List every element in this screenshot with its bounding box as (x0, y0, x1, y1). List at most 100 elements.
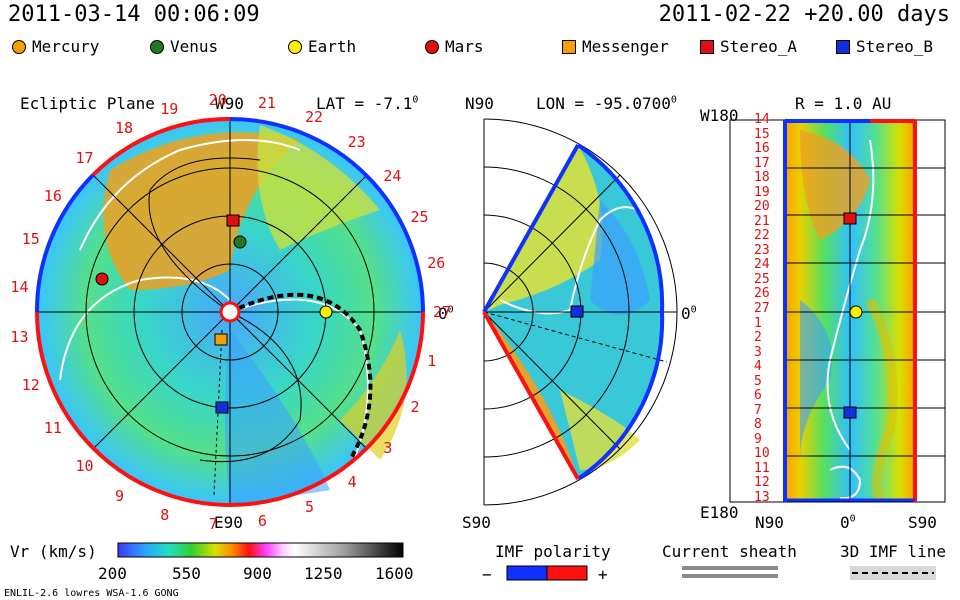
radial-y-label: 9 (754, 431, 762, 447)
colorbar-tick: 1250 (304, 564, 343, 583)
legend-label: Venus (170, 37, 219, 56)
carrington-label: 2 (410, 398, 420, 417)
carrington-label: 11 (43, 419, 62, 438)
radial-y-label: 6 (754, 388, 762, 404)
messenger-marker-icon (562, 39, 576, 54)
legend-label: Stereo_B (856, 37, 934, 56)
radial-y-label: 22 (754, 228, 770, 244)
mars-marker (95, 272, 109, 286)
legend-label: Messenger (582, 37, 669, 56)
ecliptic-top-label: W90 (215, 94, 244, 113)
radial-y-label: 4 (754, 359, 762, 375)
radial-y-label: 13 (754, 490, 770, 505)
meridional-right-label: 00 (681, 304, 697, 323)
carrington-label: 8 (160, 506, 170, 525)
venus-marker-icon (150, 39, 164, 54)
colorbar-tick: 200 (98, 564, 127, 583)
radial-y-label: 17 (754, 155, 770, 171)
ecliptic-panel (34, 116, 425, 507)
carrington-label: 3 (383, 439, 393, 458)
lon-label: LON = -95.07000 (536, 94, 677, 113)
meridional-bottom-label: S90 (462, 513, 491, 532)
radial-y-label: 11 (754, 460, 770, 476)
imf-line-label: 3D IMF line (840, 542, 946, 561)
mars-marker-icon (425, 39, 439, 54)
radial-x-label-s90: S90 (908, 513, 937, 532)
carrington-label: 21 (257, 94, 276, 113)
mercury-marker-icon (12, 39, 26, 54)
legend-mars: Mars (425, 37, 484, 56)
radial-title: R = 1.0 AU (795, 94, 892, 113)
meridional-top-label: N90 (465, 94, 494, 113)
stereo-b-marker (215, 401, 229, 414)
legend-messenger: Messenger (562, 37, 669, 56)
radial-y-label: 5 (754, 373, 762, 389)
model-footer: ENLIL-2.6 lowres WSA-1.6 GONG (4, 588, 179, 599)
timestamp: 2011-03-14 00:06:09 (8, 2, 260, 27)
radial-y-label: 25 (754, 271, 770, 287)
radial-y-label: 14 (754, 112, 770, 127)
legend-label: Mercury (32, 37, 100, 56)
radial-y-label: 19 (754, 184, 770, 200)
ecliptic-right-label: 00 (438, 304, 454, 323)
legend-venus: Venus (150, 37, 218, 56)
earth-marker-icon (288, 39, 302, 54)
carrington-label: 23 (347, 132, 366, 151)
radial-y-label: 1 (754, 315, 762, 331)
messenger-marker (214, 333, 228, 346)
stereo-a-marker (226, 214, 240, 227)
radial-y-label: 23 (754, 242, 770, 258)
carrington-label: 17 (75, 148, 94, 167)
carrington-label: 19 (160, 99, 179, 118)
colorbar-tick: 550 (172, 564, 201, 583)
imf-polarity-minus: − (482, 565, 492, 584)
ecliptic-title: Ecliptic Plane (20, 94, 155, 113)
radial-y-label: 12 (754, 475, 770, 491)
radial-bottom-label: E180 (700, 503, 739, 522)
current-sheath-line2 (682, 574, 778, 578)
radial-y-label: 21 (754, 213, 770, 229)
radial-x-label-0: 00 (840, 513, 856, 532)
carrington-label: 20 (208, 91, 227, 110)
carrington-label: 22 (304, 108, 324, 127)
carrington-label: 16 (43, 186, 62, 205)
radial-y-label: 2 (754, 330, 762, 346)
carrington-label: 9 (115, 486, 125, 505)
radial-y-label: 26 (754, 286, 770, 302)
radial-y-label: 8 (754, 417, 762, 433)
run-info: 2011-02-22 +20.00 days (658, 2, 950, 27)
carrington-label: 10 (75, 457, 94, 476)
meridional-panel (482, 118, 678, 506)
carrington-label: 15 (21, 230, 40, 249)
carrington-label: 7 (208, 514, 218, 533)
colorbar-tick: 1600 (375, 564, 414, 583)
radial-y-label: 3 (754, 344, 762, 360)
ecliptic-bottom-label: E90 (214, 513, 243, 532)
imf-polarity-label: IMF polarity (495, 542, 611, 561)
radial-y-label: 24 (754, 257, 770, 273)
carrington-label: 1 (427, 351, 437, 370)
carrington-label: 6 (257, 511, 267, 530)
current-sheath-label: Current sheath (662, 542, 797, 561)
colorbar-label: Vr (km/s) (10, 542, 97, 561)
legend-earth: Earth (288, 37, 356, 56)
radial-y-label: 16 (754, 141, 770, 157)
legend-label: Stereo_A (720, 37, 798, 56)
lat-label: LAT = -7.10 (316, 94, 419, 113)
legend-mercury: Mercury (12, 37, 99, 56)
imf-polarity-plus: + (598, 565, 608, 584)
carrington-label: 4 (347, 473, 357, 492)
radial-y-label: 7 (754, 402, 762, 418)
carrington-label: 24 (383, 166, 402, 185)
stereo-b-marker-icon (836, 39, 850, 54)
colorbar-tick: 900 (243, 564, 272, 583)
carrington-label: 27 (433, 303, 452, 321)
carrington-label: 26 (427, 254, 446, 273)
legend-stereo-b: Stereo_B (836, 37, 933, 56)
legend-label: Earth (308, 37, 357, 56)
radial-y-label: 27 (754, 301, 770, 316)
imf-polarity-positive (546, 565, 588, 581)
colorbar (117, 542, 404, 558)
radial-x-label-n90: N90 (755, 513, 784, 532)
